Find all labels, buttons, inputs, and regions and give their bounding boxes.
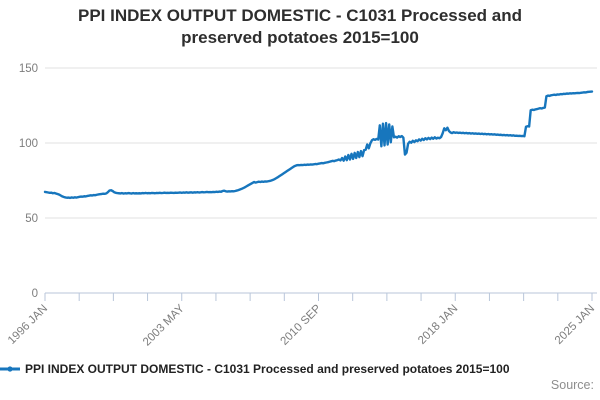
legend-item[interactable]: PPI INDEX OUTPUT DOMESTIC - C1031 Proces…: [0, 360, 600, 378]
y-tick-label: 100: [19, 138, 38, 150]
x-tick-label: 2003 MAY: [141, 302, 187, 348]
y-axis-labels: 0 50 100 150: [19, 63, 38, 300]
gridlines: [45, 67, 597, 294]
legend-line-marker-icon: [0, 366, 20, 372]
y-tick-label: 150: [19, 63, 38, 75]
source-caption: Source:: [550, 378, 594, 392]
x-tick-label: 2025 JAN: [553, 303, 597, 347]
x-tick-label: 2018 JAN: [416, 303, 460, 347]
data-line: [43, 90, 594, 200]
x-tick-label: 1996 JAN: [6, 303, 50, 347]
line-chart: 0 50 100 150 1996 JAN 2003 MAY 2010 SEP 2018 J…: [6, 63, 597, 348]
y-tick-label: 0: [32, 288, 38, 300]
y-tick-label: 50: [25, 213, 38, 225]
x-tick-label: 2010 SEP: [279, 302, 324, 347]
x-axis-ticks: [44, 293, 593, 301]
x-axis-labels: 1996 JAN 2003 MAY 2010 SEP 2018 JAN 2025 JAN: [6, 302, 597, 348]
chart-title: PPI INDEX OUTPUT DOMESTIC - C1031 Proces…: [77, 6, 522, 48]
legend-label: PPI INDEX OUTPUT DOMESTIC - C1031 Proces…: [25, 362, 510, 376]
